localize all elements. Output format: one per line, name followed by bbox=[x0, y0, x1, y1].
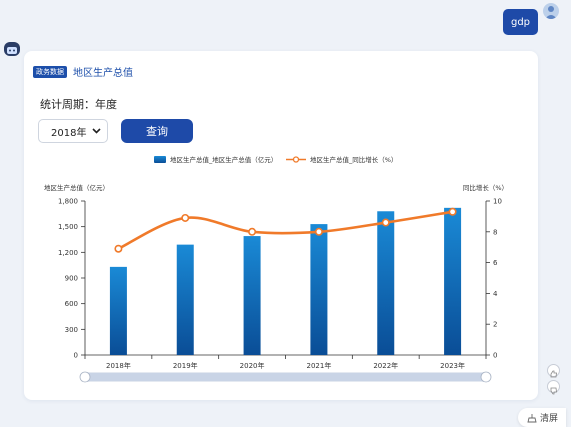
bar bbox=[444, 207, 462, 355]
y-tick-label: 300 bbox=[65, 326, 78, 334]
x-tick-label: 2021年 bbox=[307, 361, 332, 370]
thumbs-down-icon[interactable] bbox=[547, 380, 560, 395]
zoom-handle-right[interactable] bbox=[480, 371, 492, 383]
growth-point bbox=[248, 227, 257, 236]
zoom-handle-left[interactable] bbox=[79, 371, 91, 383]
thumbs-up-icon[interactable] bbox=[547, 364, 560, 378]
broom-icon bbox=[527, 413, 537, 422]
query-button[interactable]: 查询 bbox=[121, 119, 193, 143]
user-message-text: gdp bbox=[510, 16, 531, 28]
bar bbox=[109, 266, 127, 355]
y2-tick-label: 8 bbox=[493, 228, 497, 236]
year-select[interactable]: 2018年 bbox=[38, 119, 108, 143]
user-message-bubble: gdp bbox=[503, 9, 538, 35]
answer-card: 政务数据 地区生产总值 统计周期：年度 2018年 查询 地区生产总值_地区生产… bbox=[24, 51, 538, 400]
x-tick-label: 2022年 bbox=[373, 361, 398, 370]
x-tick-label: 2018年 bbox=[106, 361, 131, 370]
bar bbox=[243, 236, 261, 355]
bar bbox=[377, 211, 395, 355]
y-tick-label: 1,800 bbox=[58, 198, 78, 206]
y2-tick-label: 10 bbox=[493, 198, 502, 206]
y-tick-label: 600 bbox=[65, 300, 78, 308]
clear-screen-button[interactable]: 清屏 bbox=[518, 408, 566, 427]
chevron-down-icon bbox=[92, 128, 101, 134]
y2-tick-label: 4 bbox=[493, 290, 498, 298]
user-avatar-icon bbox=[543, 3, 559, 19]
x-tick-label: 2020年 bbox=[240, 361, 265, 370]
y2-axis-title: 同比增长（%） bbox=[463, 183, 508, 192]
growth-point bbox=[448, 207, 457, 216]
y-tick-label: 900 bbox=[65, 275, 78, 283]
bar bbox=[176, 244, 194, 355]
source-tag: 政务数据 bbox=[33, 66, 67, 78]
growth-point bbox=[314, 227, 323, 236]
y2-tick-label: 6 bbox=[493, 259, 498, 267]
year-select-value: 2018年 bbox=[51, 127, 87, 139]
legend-label-gdp: 地区生产总值_地区生产总值（亿元） bbox=[170, 155, 277, 164]
legend-swatch-bar bbox=[154, 156, 166, 163]
growth-point bbox=[381, 218, 390, 227]
x-tick-label: 2023年 bbox=[440, 361, 465, 370]
card-title: 地区生产总值 bbox=[73, 68, 133, 79]
clear-screen-label: 清屏 bbox=[540, 414, 559, 424]
y-tick-label: 1,200 bbox=[58, 249, 78, 257]
bar bbox=[310, 224, 328, 355]
y-axis-title: 地区生产总值（亿元） bbox=[44, 183, 109, 192]
y2-tick-label: 0 bbox=[493, 352, 497, 360]
zoom-slider-range[interactable] bbox=[85, 373, 486, 381]
period-label: 统计周期：年度 bbox=[40, 98, 117, 111]
robot-icon bbox=[4, 42, 20, 56]
y-tick-label: 0 bbox=[74, 352, 78, 360]
growth-line bbox=[117, 210, 453, 250]
legend-label-growth: 地区生产总值_同比增长（%） bbox=[310, 155, 397, 164]
legend-swatch-marker bbox=[292, 156, 300, 163]
y-tick-label: 1,500 bbox=[58, 223, 78, 231]
gdp-chart: 地区生产总值_地区生产总值（亿元） 地区生产总值_同比增长（%） 地区生产总值（亿元… bbox=[44, 155, 508, 383]
growth-point bbox=[114, 244, 123, 253]
y2-tick-label: 2 bbox=[493, 321, 497, 329]
growth-point bbox=[181, 213, 190, 222]
x-tick-label: 2019年 bbox=[173, 361, 198, 370]
